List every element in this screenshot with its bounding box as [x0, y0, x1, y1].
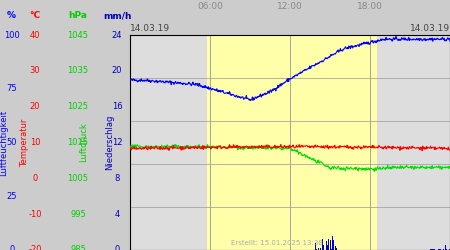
Bar: [443, 249, 444, 250]
Bar: [446, 249, 447, 250]
Bar: [332, 236, 333, 250]
Bar: [326, 241, 327, 250]
Text: Luftfeuchtigkeit: Luftfeuchtigkeit: [0, 110, 8, 176]
Bar: [447, 249, 448, 250]
Text: 100: 100: [4, 30, 20, 40]
Text: 0: 0: [32, 174, 38, 183]
Text: 8: 8: [114, 174, 120, 183]
Bar: [331, 249, 332, 250]
Text: 1015: 1015: [68, 138, 89, 147]
Bar: [437, 249, 438, 250]
Text: Temperatur: Temperatur: [20, 118, 29, 167]
Text: 16: 16: [112, 102, 122, 111]
Text: 14.03.19: 14.03.19: [410, 24, 450, 33]
Text: 10: 10: [30, 138, 40, 147]
Text: 985: 985: [70, 246, 86, 250]
Text: °C: °C: [30, 11, 40, 20]
Text: -20: -20: [28, 246, 42, 250]
Bar: [431, 248, 432, 250]
Bar: [439, 249, 440, 250]
Bar: [432, 249, 433, 250]
Text: 30: 30: [30, 66, 40, 75]
Bar: [207, 35, 377, 250]
Text: 0: 0: [9, 246, 14, 250]
Text: Erstellt: 15.01.2025 13:38: Erstellt: 15.01.2025 13:38: [231, 240, 323, 246]
Text: 20: 20: [112, 66, 122, 75]
Text: 50: 50: [6, 138, 17, 147]
Bar: [319, 245, 320, 250]
Text: Luftdruck: Luftdruck: [79, 122, 88, 162]
Bar: [336, 248, 337, 250]
Text: 4: 4: [114, 210, 120, 219]
Text: 75: 75: [6, 84, 17, 93]
Bar: [315, 246, 316, 250]
Text: 06:00: 06:00: [197, 2, 223, 11]
Text: 20: 20: [30, 102, 40, 111]
Text: Niederschlag: Niederschlag: [105, 115, 114, 170]
Bar: [330, 240, 331, 250]
Bar: [324, 249, 325, 250]
Bar: [335, 246, 336, 250]
Bar: [438, 249, 439, 250]
Text: 0: 0: [114, 246, 120, 250]
Bar: [430, 249, 431, 250]
Bar: [327, 245, 328, 250]
Text: -10: -10: [28, 210, 42, 219]
Text: 18:00: 18:00: [357, 2, 383, 11]
Bar: [323, 244, 324, 250]
Text: 1005: 1005: [68, 174, 89, 183]
Text: 1045: 1045: [68, 30, 89, 40]
Text: 40: 40: [30, 30, 40, 40]
Text: %: %: [7, 11, 16, 20]
Bar: [434, 249, 435, 250]
Text: 12:00: 12:00: [277, 2, 303, 11]
Bar: [322, 239, 323, 250]
Text: mm/h: mm/h: [103, 11, 131, 20]
Bar: [440, 249, 441, 250]
Text: 1035: 1035: [68, 66, 89, 75]
Bar: [314, 238, 315, 250]
Text: 14.03.19: 14.03.19: [130, 24, 170, 33]
Text: 12: 12: [112, 138, 122, 147]
Text: 25: 25: [6, 192, 17, 201]
Bar: [333, 240, 334, 250]
Text: 24: 24: [112, 30, 122, 40]
Bar: [328, 239, 329, 250]
Bar: [449, 249, 450, 250]
Text: hPa: hPa: [68, 11, 87, 20]
Text: 1025: 1025: [68, 102, 89, 111]
Text: 995: 995: [70, 210, 86, 219]
Bar: [334, 245, 335, 250]
